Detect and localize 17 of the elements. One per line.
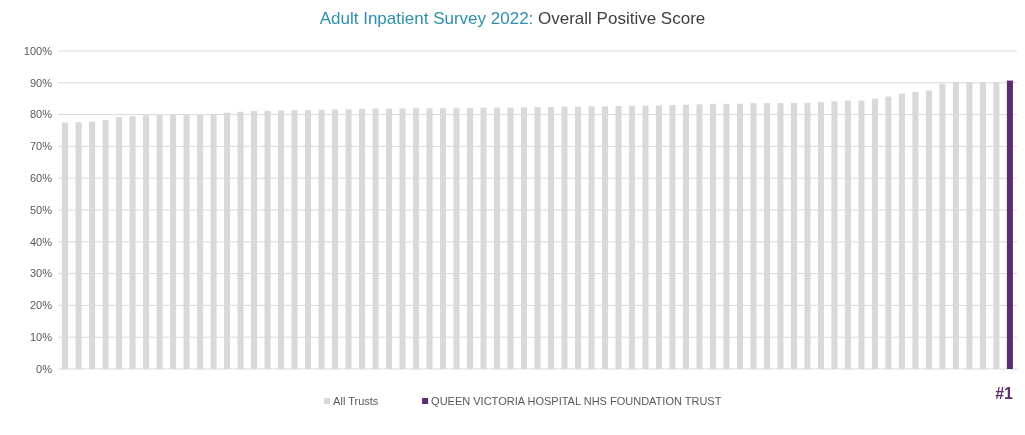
legend-label: All Trusts: [333, 395, 379, 407]
y-tick-label: 40%: [29, 235, 53, 248]
legend-label: QUEEN VICTORIA HOSPITAL NHS FOUNDATION TRUST: [431, 395, 722, 407]
y-tick-label: 80%: [29, 108, 53, 121]
y-tick-label: 50%: [29, 203, 53, 216]
y-tick-label: 100%: [23, 44, 53, 57]
chart-subtitle: Overall Positive Score: [533, 9, 706, 28]
y-tick-label: 90%: [29, 76, 53, 89]
y-tick-label: 0%: [36, 362, 53, 375]
text: #1: [995, 385, 1014, 402]
y-tick-label: 10%: [29, 331, 53, 344]
y-tick-label: 70%: [29, 140, 53, 153]
y-tick-label: 20%: [29, 299, 53, 312]
y-tick-label: 60%: [29, 172, 53, 185]
chart-title: Adult Inpatient Survey 2022:: [319, 9, 534, 28]
bar: [1006, 80, 1013, 369]
y-tick-label: 30%: [29, 267, 53, 280]
